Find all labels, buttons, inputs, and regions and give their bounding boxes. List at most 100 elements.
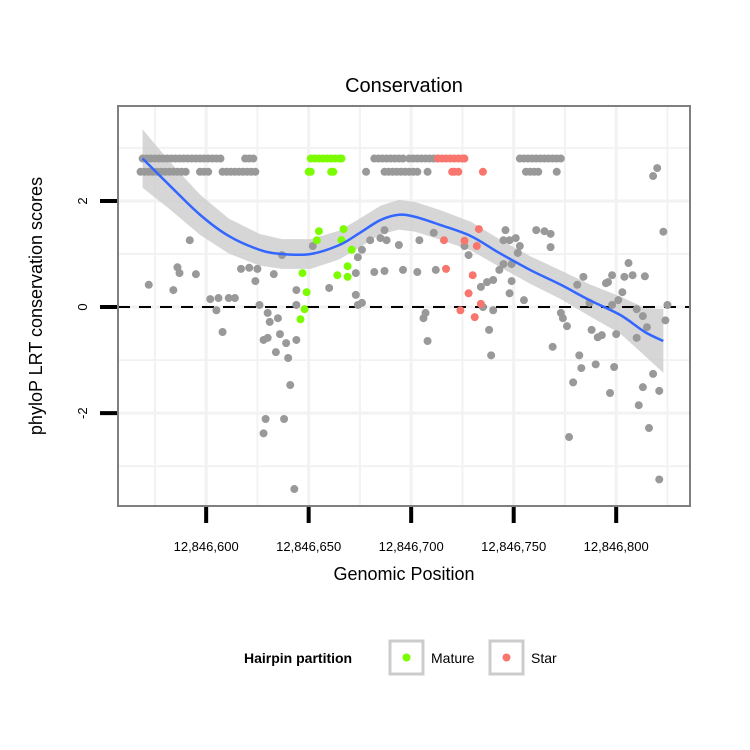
point-other: [511, 234, 520, 243]
point-star: [460, 236, 469, 245]
point-other: [483, 278, 492, 287]
point-other: [273, 314, 282, 323]
point-star: [442, 264, 451, 273]
point-other: [255, 300, 264, 309]
point-other: [423, 167, 432, 176]
point-other: [606, 389, 615, 398]
point-other: [556, 154, 565, 163]
point-other: [501, 226, 510, 235]
point-other: [565, 433, 574, 442]
point-other: [644, 424, 653, 433]
point-other: [398, 265, 407, 274]
point-other: [292, 286, 301, 295]
point-other: [628, 271, 637, 280]
point-other: [640, 272, 649, 281]
point-star: [454, 167, 463, 176]
chart-title: Conservation: [345, 75, 463, 97]
point-other: [612, 330, 621, 339]
point-mature: [343, 262, 352, 271]
point-other: [638, 312, 647, 321]
point-other: [206, 295, 215, 304]
point-other: [357, 245, 366, 254]
point-star: [472, 242, 481, 251]
point-other: [261, 414, 270, 423]
point-other: [308, 242, 317, 251]
point-star: [460, 154, 469, 163]
point-other: [286, 381, 295, 390]
point-other: [659, 227, 668, 236]
point-other: [376, 234, 385, 243]
point-other: [144, 280, 153, 289]
x-tick-label: 12,846,750: [481, 539, 546, 554]
data-points: [136, 154, 672, 494]
point-other: [292, 300, 301, 309]
point-other: [546, 229, 555, 238]
point-other: [380, 266, 389, 275]
point-mature: [329, 167, 338, 176]
x-tick-label: 12,846,800: [584, 539, 649, 554]
legend-item-mature: Mature: [388, 639, 475, 676]
point-other: [534, 167, 543, 176]
y-axis-label: phyloP LRT conservation scores: [26, 177, 46, 435]
point-other: [351, 290, 360, 299]
point-other: [505, 289, 514, 298]
point-other: [251, 277, 260, 286]
x-tick-label: 12,846,650: [276, 539, 341, 554]
point-other: [245, 263, 254, 272]
point-other: [632, 333, 641, 342]
point-other: [251, 167, 260, 176]
point-other: [423, 337, 432, 346]
point-other: [464, 251, 473, 260]
point-other: [431, 265, 440, 274]
x-axis-label: Genomic Position: [333, 564, 474, 584]
point-other: [632, 305, 641, 314]
point-star: [439, 236, 448, 245]
point-other: [429, 228, 438, 237]
point-other: [638, 383, 647, 392]
legend-label-star: Star: [531, 650, 557, 666]
legend-title: Hairpin partition: [244, 650, 352, 666]
point-other: [507, 277, 516, 286]
point-other: [661, 316, 670, 325]
point-mature: [306, 167, 315, 176]
point-other: [505, 236, 514, 245]
point-other: [540, 227, 549, 236]
point-other: [271, 348, 280, 357]
point-other: [620, 272, 629, 281]
point-other: [353, 253, 362, 262]
point-other: [515, 242, 524, 251]
point-other: [562, 322, 571, 331]
point-other: [649, 369, 658, 378]
point-other: [325, 283, 334, 292]
point-other: [253, 264, 262, 273]
point-star: [474, 225, 483, 234]
point-other: [548, 342, 557, 351]
point-other: [265, 317, 274, 326]
x-tick-label: 12,846,700: [379, 539, 444, 554]
point-other: [413, 268, 422, 277]
point-other: [362, 167, 371, 176]
x-axis: 12,846,600 12,846,650 12,846,700 12,846,750…: [174, 507, 649, 554]
point-other: [655, 386, 664, 395]
y-tick-label: -2: [75, 407, 90, 419]
point-other: [603, 278, 612, 287]
point-other: [353, 300, 362, 309]
point-other: [552, 167, 561, 176]
point-other: [591, 360, 600, 369]
point-other: [380, 226, 389, 235]
point-other: [382, 236, 391, 245]
point-other: [618, 288, 627, 297]
point-other: [608, 271, 617, 280]
y-axis: -2 0 2: [75, 197, 117, 419]
point-other: [499, 260, 508, 269]
legend-item-star: Star: [488, 639, 557, 676]
point-other: [415, 236, 424, 245]
point-other: [370, 268, 379, 277]
point-other: [275, 330, 284, 339]
point-other: [513, 248, 522, 257]
legend-label-mature: Mature: [431, 650, 475, 666]
point-other: [185, 236, 194, 245]
point-other: [569, 378, 578, 387]
legend: Hairpin partition Mature Star: [244, 639, 557, 676]
legend-marker-star: [502, 653, 511, 662]
